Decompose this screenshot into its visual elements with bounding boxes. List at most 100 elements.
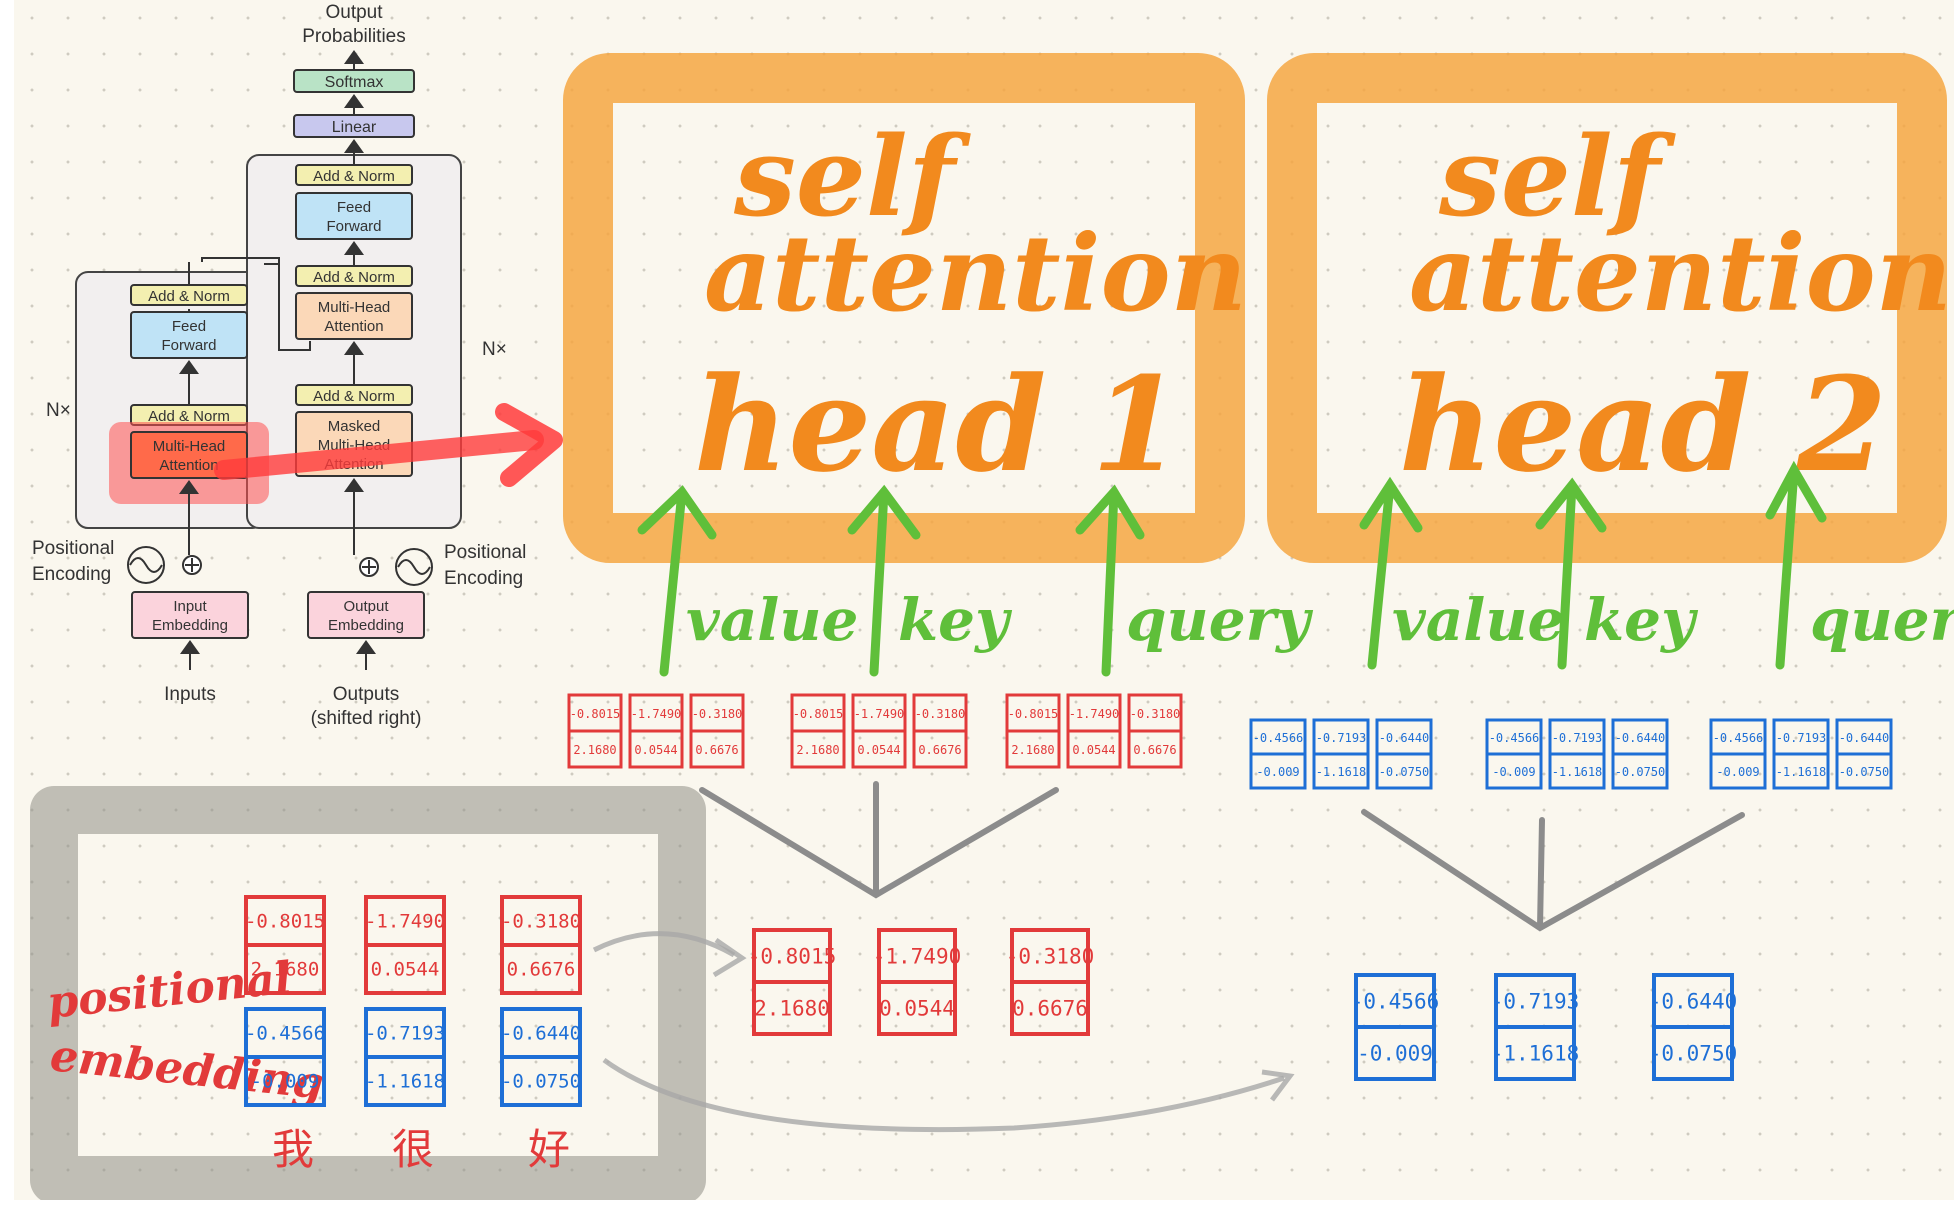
token-blue-embedding: -0.7193 -1.1618 — [364, 1007, 446, 1107]
head-1-value-label: value — [686, 586, 858, 654]
decoder-add-norm-3 — [295, 164, 413, 186]
outputs-label-line2: (shifted right) — [311, 708, 422, 729]
masked-label1: Masked — [328, 418, 381, 435]
merged-blue-vector-value: -0.7193 — [1491, 989, 1580, 1013]
head-2-input-vector-value: -0.6440 — [1615, 731, 1666, 745]
token-char: 很 — [392, 1125, 434, 1174]
token-blue-embedding-value: -0.009 — [251, 1071, 320, 1093]
merged-red-vector-cell — [752, 980, 832, 1036]
head-2-input-vector-value: -1.1618 — [1776, 765, 1827, 779]
encoder-nx: N× — [46, 400, 71, 421]
head-1-input-vector-cell — [689, 729, 745, 769]
head-1-input-vector: -0.8015 2.1680 — [1005, 693, 1061, 769]
merged-red-vector-value: -0.8015 — [748, 944, 837, 968]
head-1-input-vector-value: -0.8015 — [793, 707, 844, 721]
token-char: 我 — [272, 1125, 314, 1174]
token-red-embedding-value: -0.3180 — [501, 911, 581, 933]
head-1-input-vector-value: 0.6676 — [1133, 743, 1176, 757]
encoder-pe-line2: Encoding — [32, 564, 111, 585]
head-1-input-vector: -1.7490 0.0544 — [851, 693, 907, 769]
head-2-input-vector-value: -0.0750 — [1839, 765, 1890, 779]
decoder-add-norm-3-label: Add & Norm — [313, 168, 395, 185]
token-blue-embedding: -0.4566 -0.009 — [244, 1007, 326, 1107]
head-1-input-vector: -0.8015 2.1680 — [790, 693, 846, 769]
head-1-query-label: query — [1126, 586, 1314, 654]
encoder-pe-line1: Positional — [32, 538, 114, 559]
merged-blue-vector-value: -0.0750 — [1649, 1041, 1738, 1065]
decoder-mha-label1: Multi-Head — [318, 299, 391, 316]
token-red-embedding-cell — [364, 943, 446, 995]
embedding-highlight-frame — [30, 786, 706, 1200]
decoder-multi-head-attention — [295, 292, 413, 340]
transformer-architecture: Output Probabilities Softmax Linear Add … — [32, 2, 526, 729]
head-2-input-vector-cell — [1375, 752, 1433, 790]
linear-box — [293, 114, 415, 138]
head-2-input-vector-cell — [1611, 752, 1669, 790]
merged-blue-vector: -0.7193 -1.1618 — [1491, 973, 1580, 1081]
merged-blue-vector-value: -0.4566 — [1351, 989, 1440, 1013]
merge-lines — [699, 781, 1745, 932]
encoder-pe-wave-icon — [127, 546, 165, 584]
head-1-input-vector-value: 0.0544 — [857, 743, 900, 757]
token-blue-embedding-cell — [500, 1055, 582, 1107]
encoder-mha-label1: Multi-Head — [153, 438, 226, 455]
decoder-mha-label2: Attention — [324, 318, 383, 335]
vector-boxes: -0.8015 2.1680 -0.4566 -0.009 我 -1.7490 0.0544… — [244, 693, 1893, 1174]
merged-blue-vector-value: -1.1618 — [1491, 1041, 1580, 1065]
token-blue-embedding-value: -1.1618 — [365, 1071, 445, 1093]
head-1-label: head 1 — [694, 348, 1182, 501]
encoder-ff-label1: Feed — [172, 318, 206, 335]
head-2-input-vector: -0.4566 -0.009 — [1709, 718, 1767, 790]
head-2-input-vector: -0.6440 -0.0750 — [1835, 718, 1893, 790]
encoder-ff-label2: Forward — [161, 337, 216, 354]
head-2-input-vector-value: -0.7193 — [1776, 731, 1827, 745]
highlight-arrow — [214, 430, 544, 480]
head-1-key-label: key — [898, 586, 1013, 654]
head-1-input-vector-value: -0.8015 — [570, 707, 621, 721]
merged-blue-vector-cell — [1494, 1025, 1576, 1081]
head-1-input-vector-cell — [1066, 729, 1122, 769]
merged-red-vector-value: 0.0544 — [879, 996, 955, 1020]
output-embedding-box — [307, 591, 425, 639]
merged-red-vector-value: -0.3180 — [1006, 944, 1095, 968]
head-1-input-vector-value: -1.7490 — [631, 707, 682, 721]
token-red-embedding-value: 0.6676 — [507, 959, 576, 981]
head-1-input-vector: -0.3180 0.6676 — [689, 693, 745, 769]
head-2-input-vector: -0.4566 -0.009 — [1249, 718, 1307, 790]
red-flow-arrow — [592, 931, 736, 958]
head-2-input-vector-value: -0.0750 — [1615, 765, 1666, 779]
decoder-pe-wave-icon — [395, 548, 433, 586]
head-1-input-vector-cell — [912, 729, 968, 769]
head-2-input-vector: -0.7193 -1.1618 — [1312, 718, 1370, 790]
encoder-add-norm-1-label: Add & Norm — [148, 408, 230, 425]
head-2-input-vector-value: -0.6440 — [1379, 731, 1430, 745]
head-1-input-vector: -1.7490 0.0544 — [628, 693, 684, 769]
merged-blue-vector-value: -0.6440 — [1649, 989, 1738, 1013]
token-red-embedding-cell — [500, 943, 582, 995]
head-1-input-vector-value: 2.1680 — [1011, 743, 1054, 757]
head-2-input-vector-cell — [1548, 752, 1606, 790]
head-2-input-vector-cell — [1709, 752, 1767, 790]
qkv-arrows — [637, 460, 1827, 677]
linear-label: Linear — [332, 119, 377, 136]
output-probabilities-line1: Output — [325, 2, 383, 23]
head-2-frame — [1267, 53, 1947, 563]
head-1-input-vector-value: 2.1680 — [573, 743, 616, 757]
head-1-input-vector: -0.8015 2.1680 — [567, 693, 623, 769]
token-red-embedding: -0.8015 2.1680 — [244, 895, 326, 995]
token-red-embedding: -1.7490 0.0544 — [364, 895, 446, 995]
decoder-feed-forward — [295, 192, 413, 240]
token-blue-embedding-value: -0.4566 — [245, 1023, 325, 1045]
head-2-input-vector: -0.6440 -0.0750 — [1611, 718, 1669, 790]
head-2-key-label: key — [1584, 586, 1699, 654]
inputs-label: Inputs — [164, 684, 216, 705]
head-1-input-vector-value: 0.6676 — [918, 743, 961, 757]
decoder-add-norm-2-label: Add & Norm — [313, 269, 395, 286]
head-1-input-vector-value: -0.3180 — [1130, 707, 1181, 721]
head-1-input-vector-cell — [628, 729, 684, 769]
head-2-input-vector-cell — [1312, 752, 1370, 790]
head-1-input-vector-cell — [851, 729, 907, 769]
input-embedding-line1: Input — [173, 598, 207, 615]
head-1-input-vector-cell — [1127, 729, 1183, 769]
diagram: Output Probabilities Softmax Linear Add … — [30, 2, 1954, 1200]
